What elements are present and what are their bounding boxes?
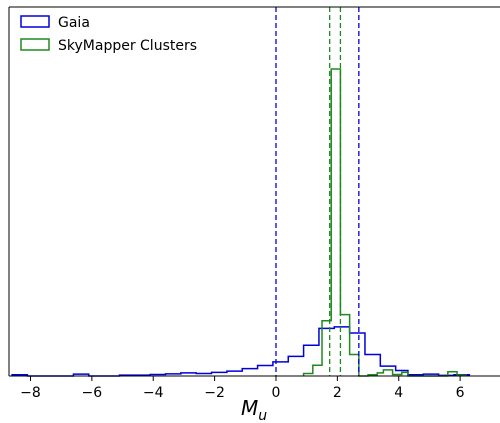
x-tick-label: 0 — [272, 385, 281, 401]
x-tick-label: 2 — [333, 385, 342, 401]
legend-label-skymapper: SkyMapper Clusters — [58, 38, 197, 54]
x-tick-label: 6 — [456, 385, 465, 401]
x-axis-label: Mu — [241, 396, 267, 423]
legend: Gaia SkyMapper Clusters — [20, 15, 197, 54]
x-tick-label: −2 — [204, 385, 225, 401]
x-ticks: −8 −6 −4 −2 0 2 4 6 — [20, 376, 465, 401]
x-axis-label-main: M — [241, 396, 258, 420]
legend-swatch-skymapper — [20, 38, 50, 51]
legend-swatch-gaia — [20, 15, 50, 28]
x-axis-label-subscript: u — [258, 408, 267, 423]
x-tick-label: −6 — [82, 385, 103, 401]
x-tick-label: −4 — [143, 385, 164, 401]
x-tick-label: −8 — [20, 385, 41, 401]
plot-area — [9, 7, 500, 376]
axes-frame — [8, 6, 500, 377]
reference-lines — [275, 7, 360, 376]
legend-label-gaia: Gaia — [58, 15, 90, 31]
x-tick-label: 4 — [394, 385, 403, 401]
